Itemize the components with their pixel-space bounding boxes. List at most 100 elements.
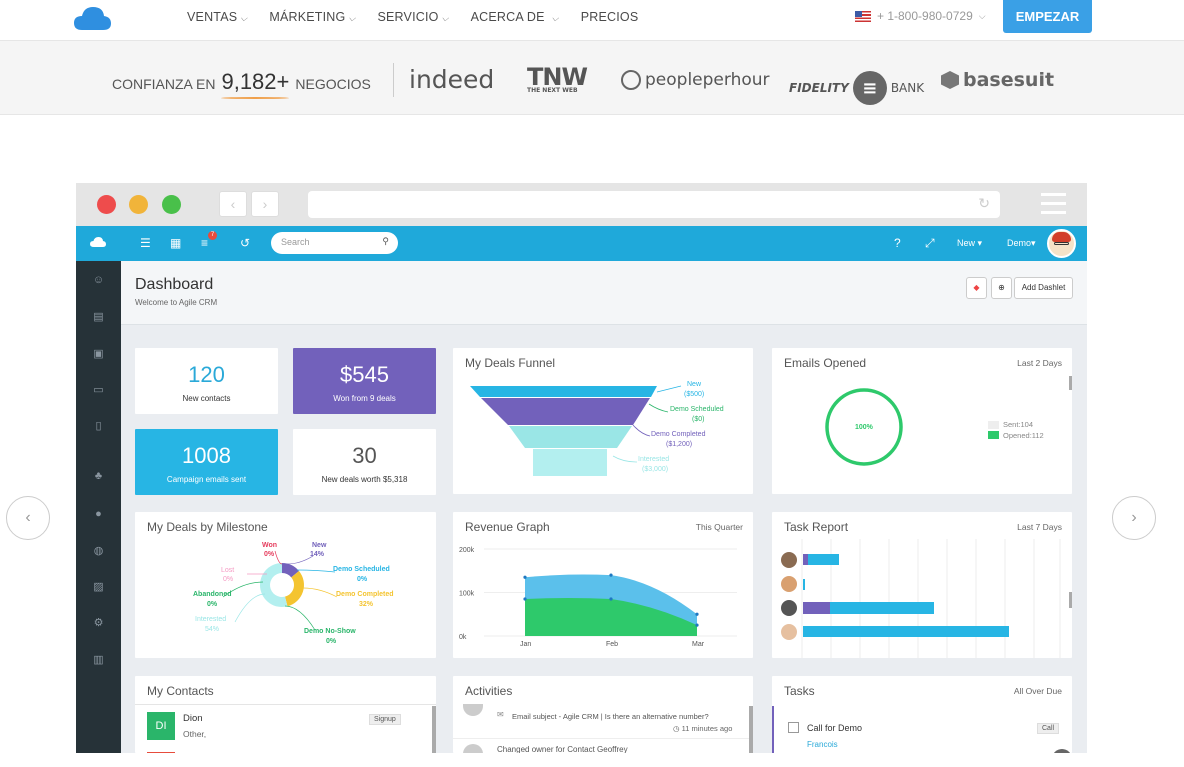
company-icon[interactable]: ▤ [93, 311, 104, 323]
contact-tag: Signup [369, 714, 401, 725]
data-point[interactable] [523, 575, 527, 579]
hamburger-menu-icon[interactable] [1041, 193, 1066, 220]
menu-item-precios[interactable]: PRECIOS [580, 10, 639, 24]
report-icon[interactable]: ▨ [93, 581, 104, 593]
page-title: Dashboard [135, 276, 214, 293]
stat-new-deals[interactable]: 30 New deals worth $5,318 [293, 429, 436, 495]
help-icon[interactable]: ? [894, 236, 901, 250]
search-input[interactable]: Search ⚲ [271, 232, 398, 254]
milestone-pct: 14% [310, 551, 325, 558]
activity-text[interactable]: Changed owner for Contact Geoffrey [497, 745, 628, 753]
browser-chrome: ‹ › ↻ [76, 183, 1087, 226]
stat-value: 30 [352, 443, 377, 468]
avatar[interactable] [1047, 229, 1076, 258]
funnel-stage-interested[interactable] [533, 449, 607, 476]
scrollbar[interactable] [749, 706, 753, 753]
area-series-bottom[interactable] [525, 598, 697, 636]
x-tick-label: Feb [606, 641, 618, 648]
divider [393, 63, 394, 97]
y-tick-label: 100k [459, 591, 475, 598]
milestone-label: Won [262, 542, 278, 549]
panel-title: Emails Opened [784, 356, 867, 370]
add-dashlet-button[interactable]: Add Dashlet [1014, 277, 1073, 299]
scrollbar[interactable] [432, 706, 436, 753]
panel-title: My Deals by Milestone [147, 520, 268, 534]
scrollbar[interactable] [1069, 592, 1072, 608]
browser-back-button[interactable]: ‹ [219, 191, 247, 217]
calendar-icon[interactable]: ▦ [170, 236, 182, 250]
stat-new-contacts[interactable]: 120 New contacts [135, 348, 278, 414]
activity-text[interactable]: Email subject - Agile CRM | Is there an … [512, 712, 709, 721]
milestone-pct: 0% [207, 601, 218, 608]
stat-won-deals[interactable]: $545 Won from 9 deals [293, 348, 436, 414]
chevron-right-icon: › [1131, 509, 1137, 526]
scrollbar[interactable] [1069, 376, 1072, 390]
contacts-list-icon[interactable]: ☰ [140, 236, 151, 250]
expand-icon[interactable]: ⤢ [925, 236, 935, 250]
calendar-sync-button[interactable]: ◆ [966, 277, 987, 299]
brand-indeed-logo: indeed [409, 65, 495, 94]
contact-name[interactable]: Dion [183, 713, 203, 724]
stat-value: $545 [340, 362, 389, 387]
panel-range: All Over Due [1013, 686, 1062, 696]
stat-campaign-emails[interactable]: 1008 Campaign emails sent [135, 429, 278, 495]
deals-icon[interactable]: ▣ [93, 348, 104, 360]
user-avatar [463, 744, 483, 753]
history-icon[interactable]: ↺ [240, 236, 251, 250]
contact-avatar[interactable]: DI [147, 712, 175, 740]
funnel-stage-demo-scheduled[interactable] [481, 398, 650, 425]
task-owner[interactable]: Francois [807, 740, 838, 749]
connector-line [286, 555, 314, 565]
agile-cloud-icon[interactable] [90, 236, 106, 248]
chevron-down-icon: ⌵ [978, 10, 986, 21]
menu-item-acerca-de[interactable]: ACERCA DE ⌵ [470, 10, 559, 24]
connector-line [234, 593, 266, 623]
task-checkbox[interactable] [788, 722, 799, 733]
x-tick-label: Jan [520, 641, 531, 648]
menu-item-ventas[interactable]: VENTAS ⌵ [187, 10, 248, 24]
scroll-top-button[interactable] [1052, 749, 1072, 753]
sitemap-icon[interactable]: ♣ [94, 470, 103, 482]
new-dropdown[interactable]: New ▾ [957, 238, 983, 248]
globe-icon[interactable]: ◍ [93, 545, 104, 557]
funnel-label: Demo Scheduled [670, 406, 724, 413]
user-icon[interactable]: ☺ [92, 274, 105, 286]
task-report-panel: Task Report Last 7 Days [772, 512, 1072, 658]
milestone-label: Interested [195, 616, 227, 623]
trust-suffix: NEGOCIOS [295, 76, 371, 92]
cases-icon[interactable]: ▭ [93, 384, 104, 396]
data-point[interactable] [609, 597, 613, 601]
pie-slice[interactable] [284, 570, 304, 607]
data-point[interactable] [695, 612, 699, 616]
app-sidebar: ☺ ▤ ▣ ▭ ▯ ♣ ● ◍ ▨ ⚙ ▥ [76, 261, 121, 753]
add-icon[interactable]: ⊕ [991, 277, 1012, 299]
browser-forward-button[interactable]: › [251, 191, 279, 217]
cloud-logo-icon[interactable] [72, 4, 112, 32]
pie-slice[interactable] [282, 563, 299, 578]
documents-icon[interactable]: ▯ [95, 420, 102, 432]
settings-icon[interactable]: ⚙ [93, 617, 104, 629]
menu-item-servicio[interactable]: SERVICIO ⌵ [377, 10, 449, 24]
bar-chart-icon[interactable]: ▥ [93, 654, 104, 666]
demo-user-dropdown[interactable]: Demo▾ [1007, 238, 1036, 248]
chat-icon[interactable]: ● [95, 508, 102, 520]
carousel-next-button[interactable]: › [1112, 496, 1156, 540]
minimize-dot-icon [129, 195, 148, 214]
carousel-prev-button[interactable]: ‹ [6, 496, 50, 540]
data-point[interactable] [609, 573, 613, 577]
address-bar[interactable]: ↻ [308, 191, 1000, 218]
tasks-icon[interactable]: ≡ [201, 236, 209, 250]
task-title[interactable]: Call for Demo [807, 723, 863, 733]
menu-item-marketing[interactable]: MÁRKETING ⌵ [269, 10, 356, 24]
data-point[interactable] [695, 623, 699, 627]
data-point[interactable] [523, 597, 527, 601]
panel-range: Last 2 Days [1017, 358, 1062, 368]
start-button[interactable]: EMPEZAR [1003, 0, 1092, 33]
funnel-stage-demo-completed[interactable] [509, 426, 632, 448]
phone-selector[interactable]: + 1-800-980-0729 ⌵ [855, 9, 986, 23]
brand-tnw-logo: TNW THE NEXT WEB [527, 63, 588, 94]
milestone-label: Demo Completed [336, 591, 394, 598]
funnel-stage-new[interactable] [470, 386, 657, 397]
dashboard-header: Dashboard Welcome to Agile CRM ◆ ⊕ Add D… [121, 261, 1087, 325]
maximize-dot-icon [162, 195, 181, 214]
